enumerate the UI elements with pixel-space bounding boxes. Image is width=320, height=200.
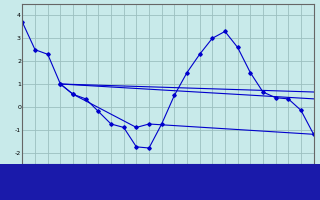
X-axis label: Graphe des températures (°c): Graphe des températures (°c) xyxy=(110,175,226,184)
